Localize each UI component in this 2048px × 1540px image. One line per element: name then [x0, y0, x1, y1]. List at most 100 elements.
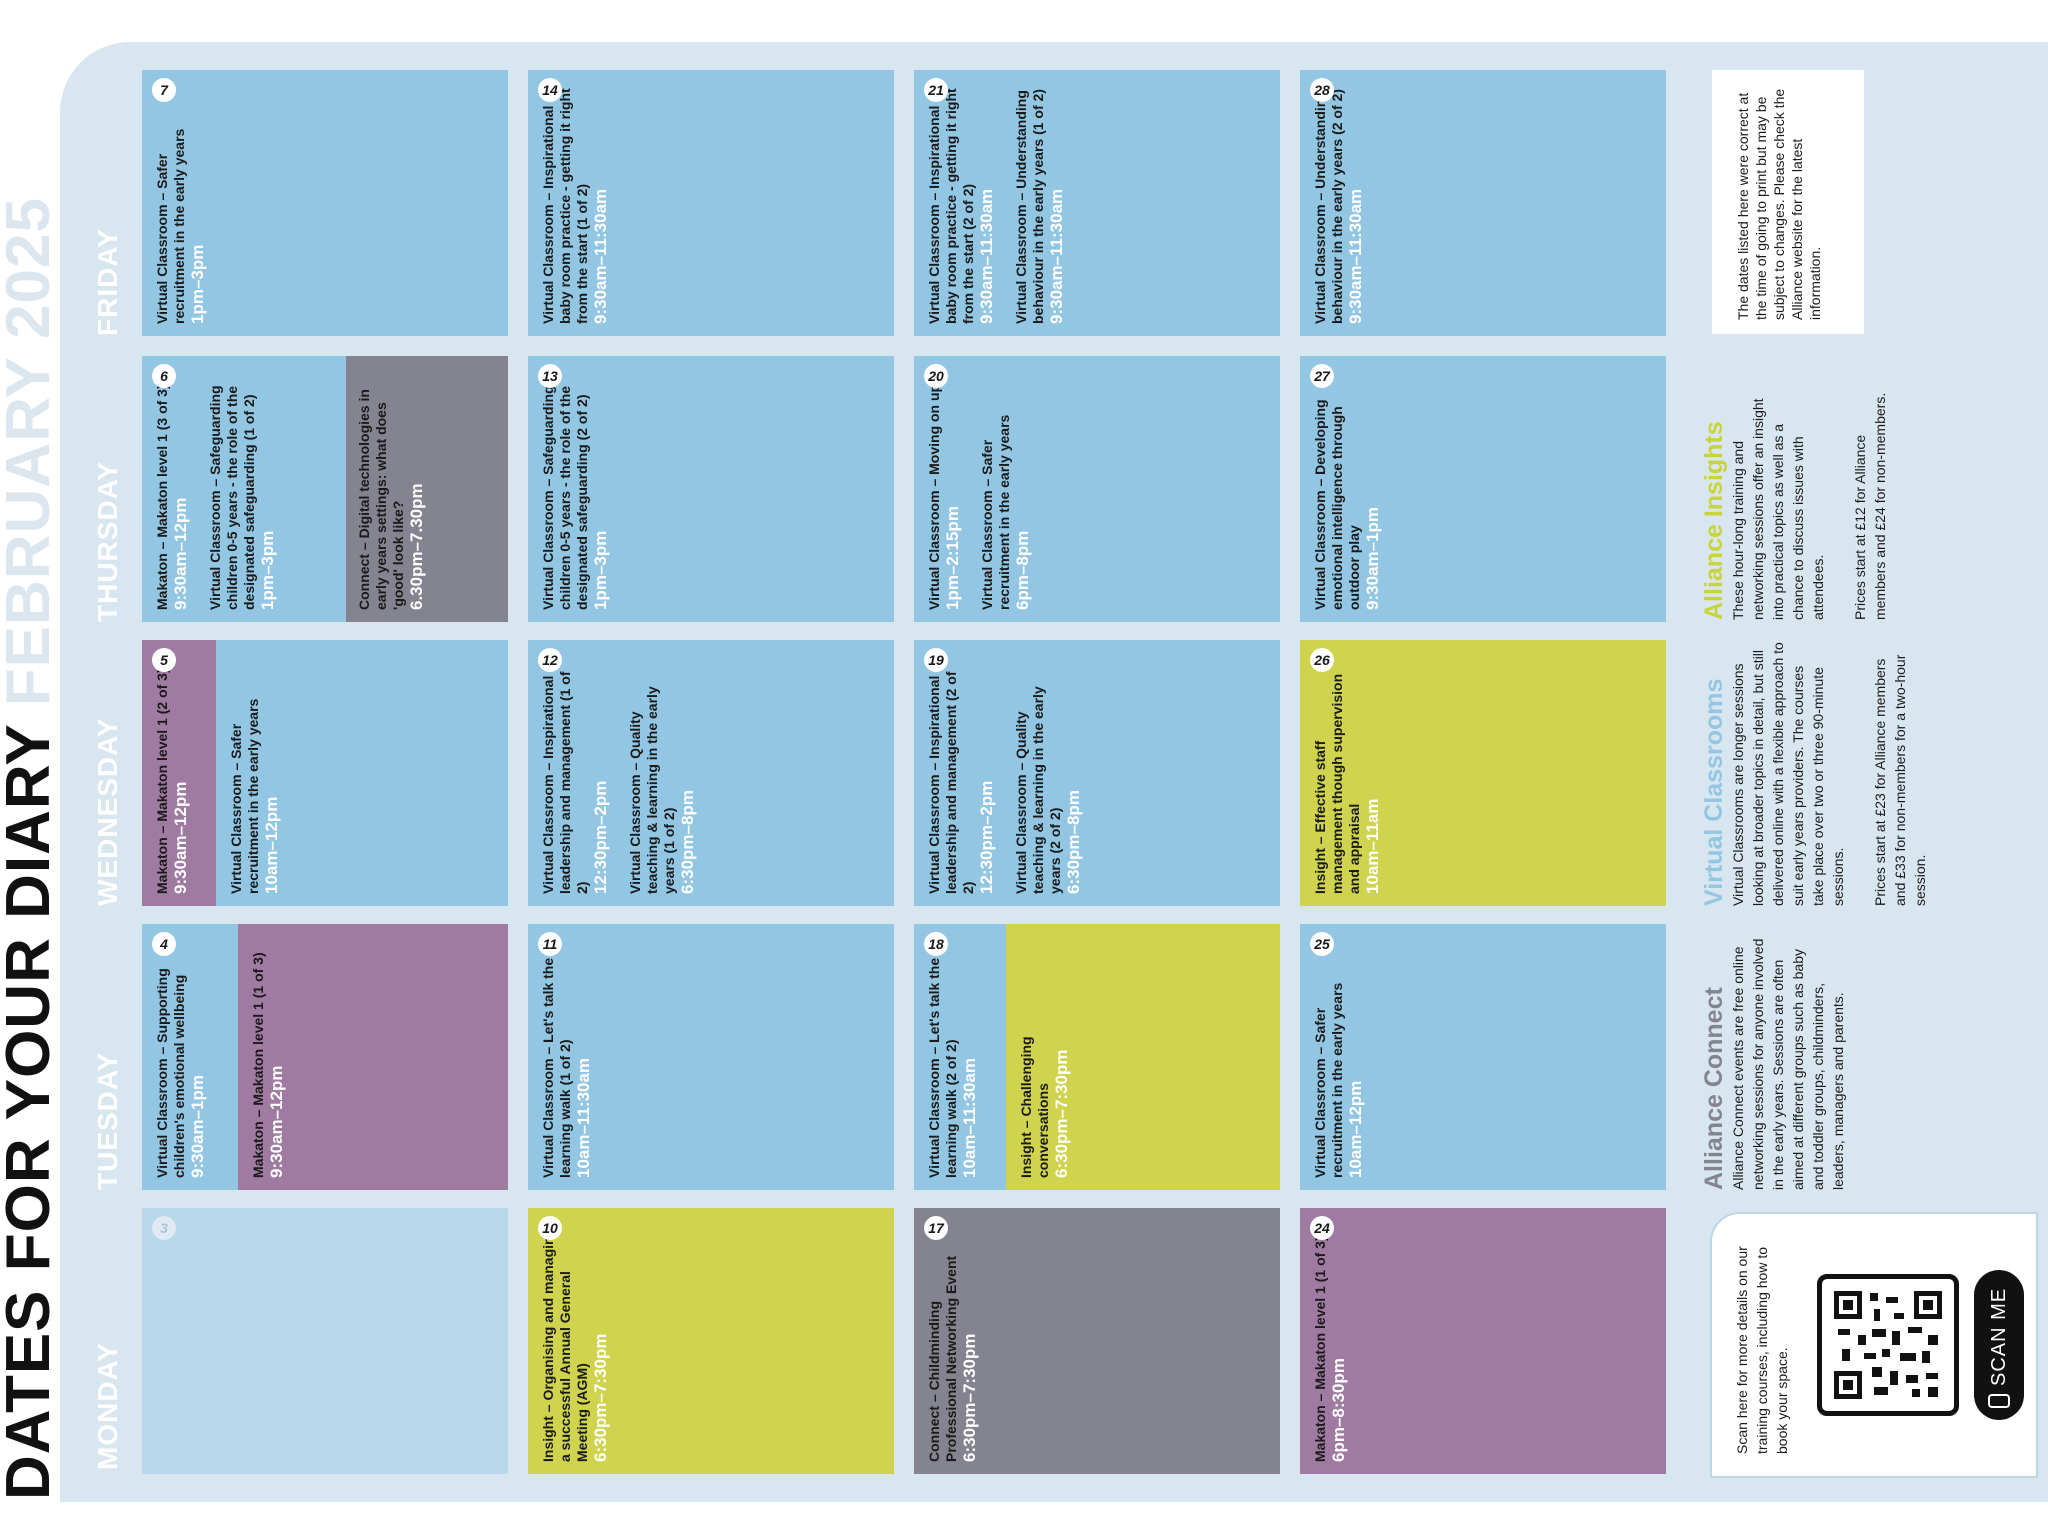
calendar-event[interactable]: Virtual Classroom – Safer recruitment in… — [228, 658, 282, 894]
date-number: 14 — [538, 78, 562, 102]
calendar-event[interactable]: Virtual Classroom – Inspirational baby r… — [540, 88, 611, 324]
event-time: 1pm–3pm — [258, 530, 277, 610]
event-time: 6pm–8:30pm — [1329, 1358, 1348, 1462]
event-title: Virtual Classroom – Understanding behavi… — [1312, 89, 1345, 324]
event-time: 1pm–3pm — [591, 530, 610, 610]
calendar-event[interactable]: Connect – Childminding Professional Netw… — [926, 1226, 980, 1462]
calendar-cell: Virtual Classroom – Safeguarding childre… — [528, 356, 894, 622]
date-number: 20 — [924, 364, 948, 388]
connect-block: Alliance Connect Alliance Connect events… — [1700, 930, 1870, 1190]
calendar-cell: Virtual Classroom – Moving on up! 1pm–2:… — [914, 356, 1280, 622]
notice-text: The dates listed here were correct at th… — [1735, 88, 1823, 320]
calendar-event[interactable]: Virtual Classroom – Supporting children'… — [154, 942, 208, 1178]
calendar-event[interactable]: Virtual Classroom – Inspirational baby r… — [926, 88, 997, 324]
event-time: 9:30am–12pm — [171, 497, 190, 610]
event-title: Insight – Challenging conversations — [1018, 1036, 1051, 1178]
event-title: Insight – Organising and managing a succ… — [540, 1227, 590, 1462]
notice-card: The dates listed here were correct at th… — [1712, 70, 1864, 334]
insights-heading: Alliance Insights — [1700, 421, 1728, 620]
event-title: Connect – Childminding Professional Netw… — [926, 1255, 959, 1462]
event-time: 10am–12pm — [1346, 1080, 1365, 1178]
connect-heading: Alliance Connect — [1700, 987, 1728, 1190]
event-title: Virtual Classroom – Safer recruitment in… — [228, 698, 261, 894]
event-panel: Makaton – Makaton level 1 (1 of 3) 6pm–8… — [1300, 1208, 1666, 1474]
calendar-cell: Virtual Classroom – Safer recruitment in… — [142, 70, 508, 336]
date-number: 17 — [924, 1216, 948, 1240]
calendar-cell: Virtual Classroom – Inspirational leader… — [528, 640, 894, 906]
scan-card: Scan here for more details on our traini… — [1710, 1212, 2038, 1478]
calendar-event[interactable]: Virtual Classroom – Quality teaching & l… — [1013, 658, 1084, 894]
calendar-event[interactable]: Virtual Classroom – Safer recruitment in… — [979, 374, 1033, 610]
calendar-event[interactable]: Virtual Classroom – Inspirational leader… — [926, 658, 997, 895]
day-label-monday: MONDAY — [92, 1342, 123, 1470]
event-time: 9:30am–11:30am — [591, 188, 610, 324]
date-number: 11 — [538, 932, 562, 956]
event-time: 10am–12pm — [262, 796, 281, 894]
calendar-event[interactable]: Virtual Classroom – Safeguarding childre… — [207, 374, 278, 610]
calendar-event[interactable]: Virtual Classroom – Understanding behavi… — [1312, 88, 1366, 324]
event-panel: Virtual Classroom – Supporting children'… — [142, 924, 238, 1190]
event-time: 9:30am–12pm — [267, 1065, 286, 1178]
event-panel: Makaton – Makaton level 1 (1 of 3) 9:30a… — [238, 924, 508, 1190]
calendar-event[interactable]: Virtual Classroom – Developing emotional… — [1312, 374, 1383, 610]
event-time: 6:30pm–8pm — [1064, 790, 1083, 894]
calendar-event[interactable]: Makaton – Makaton level 1 (3 of 3) 9:30a… — [154, 374, 191, 610]
date-number: 19 — [924, 648, 948, 672]
event-time: 9:30am–11:30am — [977, 188, 996, 324]
event-title: Virtual Classroom – Developing emotional… — [1312, 399, 1362, 610]
calendar-event[interactable]: Makaton – Makaton level 1 (1 of 3) 9:30a… — [250, 942, 287, 1178]
event-panel: Insight – Challenging conversations 6:30… — [1006, 924, 1280, 1190]
scan-me-button[interactable]: SCAN ME — [1974, 1270, 2024, 1420]
event-panel: Virtual Classroom – Safer recruitment in… — [142, 70, 508, 336]
event-panel: Virtual Classroom – Developing emotional… — [1300, 356, 1666, 622]
event-panel — [142, 1208, 508, 1474]
calendar-event[interactable]: Virtual Classroom – Let's talk the learn… — [540, 942, 594, 1178]
event-panel: Virtual Classroom – Moving on up! 1pm–2:… — [914, 356, 1280, 622]
event-title: Virtual Classroom – Moving on up! — [926, 379, 942, 610]
calendar-event[interactable]: Insight – Organising and managing a succ… — [540, 1226, 611, 1462]
insights-block: Alliance Insights These hour-long traini… — [1700, 380, 1912, 620]
calendar-event[interactable]: Makaton – Makaton level 1 (2 of 3) 9:30a… — [154, 658, 191, 894]
date-number: 21 — [924, 78, 948, 102]
calendar-event[interactable]: Insight – Effective staff management tho… — [1312, 658, 1383, 894]
calendar-cell: Connect – Childminding Professional Netw… — [914, 1208, 1280, 1474]
title-main: DATES FOR YOUR DIARY — [0, 724, 63, 1500]
calendar-event[interactable]: Insight – Challenging conversations 6:30… — [1018, 942, 1072, 1178]
event-title: Virtual Classroom – Safer recruitment in… — [154, 128, 187, 324]
calendar-event[interactable]: Virtual Classroom – Quality teaching & l… — [627, 658, 698, 894]
calendar-event[interactable]: Virtual Classroom – Safer recruitment in… — [154, 88, 208, 324]
calendar-event[interactable]: Virtual Classroom – Let's talk the learn… — [926, 942, 980, 1178]
date-number: 27 — [1310, 364, 1334, 388]
event-panel: Virtual Classroom – Inspirational leader… — [528, 640, 894, 906]
event-panel: Virtual Classroom – Safeguarding childre… — [528, 356, 894, 622]
calendar-event[interactable]: Connect – Digital technologies in early … — [356, 374, 427, 610]
event-title: Connect – Digital technologies in early … — [356, 389, 406, 610]
calendar-event[interactable]: Virtual Classroom – Safer recruitment in… — [1312, 942, 1366, 1178]
event-time: 6:30pm–8pm — [678, 790, 697, 894]
calendar-event[interactable]: Virtual Classroom – Moving on up! 1pm–2:… — [926, 374, 963, 610]
date-number: 5 — [152, 648, 176, 672]
calendar-cell: Makaton – Makaton level 1 (3 of 3) 9:30a… — [142, 356, 508, 622]
event-time: 9:30am–1pm — [188, 1074, 207, 1178]
date-number: 12 — [538, 648, 562, 672]
event-title: Virtual Classroom – Let's talk the learn… — [926, 957, 959, 1178]
date-number: 3 — [152, 1216, 176, 1240]
event-time: 6:30pm–7:30pm — [960, 1333, 979, 1462]
event-panel: Makaton – Makaton level 1 (2 of 3) 9:30a… — [142, 640, 216, 906]
calendar-event[interactable]: Virtual Classroom – Inspirational leader… — [540, 658, 611, 895]
event-panel: Virtual Classroom – Inspirational baby r… — [528, 70, 894, 336]
event-panel: Connect – Digital technologies in early … — [346, 356, 508, 622]
calendar-cell: Virtual Classroom – Supporting children'… — [142, 924, 508, 1190]
event-time: 6pm–8pm — [1013, 530, 1032, 610]
event-time: 6:30pm–7:30pm — [1052, 1049, 1071, 1178]
calendar-event[interactable]: Makaton – Makaton level 1 (1 of 3) 6pm–8… — [1312, 1226, 1349, 1462]
scan-text: Scan here for more details on our traini… — [1734, 1246, 1790, 1454]
event-panel: Virtual Classroom – Understanding behavi… — [1300, 70, 1666, 336]
calendar-cell: Makaton – Makaton level 1 (2 of 3) 9:30a… — [142, 640, 508, 906]
calendar-event[interactable]: Virtual Classroom – Safeguarding childre… — [540, 374, 611, 610]
date-number: 26 — [1310, 648, 1334, 672]
calendar-cell: Insight – Effective staff management tho… — [1300, 640, 1666, 906]
date-number: 10 — [538, 1216, 562, 1240]
qr-code[interactable] — [1817, 1274, 1959, 1416]
calendar-event[interactable]: Virtual Classroom – Understanding behavi… — [1013, 88, 1067, 324]
